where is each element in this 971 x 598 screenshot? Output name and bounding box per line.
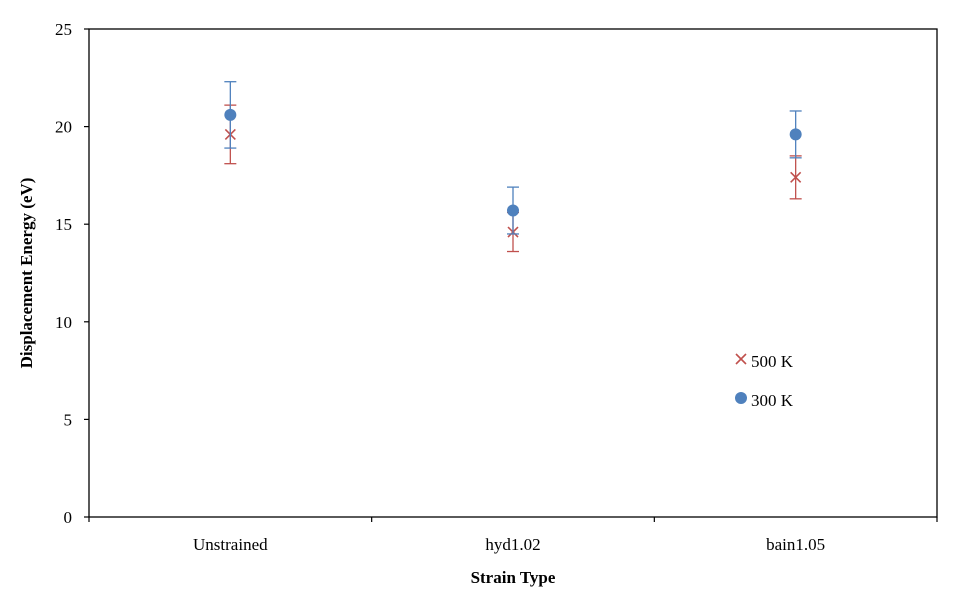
y-tick-label: 0 — [64, 508, 73, 527]
data-point-circle — [224, 108, 237, 121]
data-point-circle — [507, 204, 519, 217]
y-tick-label: 20 — [55, 118, 72, 137]
series-1 — [224, 81, 802, 235]
y-tick-label: 5 — [64, 410, 73, 429]
legend-marker-circle — [735, 392, 747, 404]
legend-label: 300 K — [751, 391, 794, 410]
y-tick-label: 10 — [55, 313, 72, 332]
y-axis-title: Displacement Energy (eV) — [17, 178, 36, 369]
legend-item: 500 K — [735, 352, 794, 371]
x-tick-label: bain1.05 — [766, 535, 825, 554]
series-layer — [224, 81, 802, 253]
legend: 500 K 300 K — [735, 352, 794, 410]
data-point-circle — [789, 128, 802, 141]
legend-marker-x — [735, 353, 747, 365]
x-tick-label: Unstrained — [193, 535, 268, 554]
x-tick-label: hyd1.02 — [485, 535, 540, 554]
legend-label: 500 K — [751, 352, 794, 371]
data-point-x — [790, 171, 802, 183]
y-tick-label: 15 — [55, 215, 72, 234]
plot-area — [88, 28, 938, 518]
axis-ticks: 0 5 10 15 20 25 Unstrained hyd1.02 bain1.05 — [55, 20, 938, 554]
y-tick-label: 25 — [55, 20, 72, 39]
x-axis-title: Strain Type — [471, 568, 556, 587]
legend-item: 300 K — [735, 391, 794, 410]
